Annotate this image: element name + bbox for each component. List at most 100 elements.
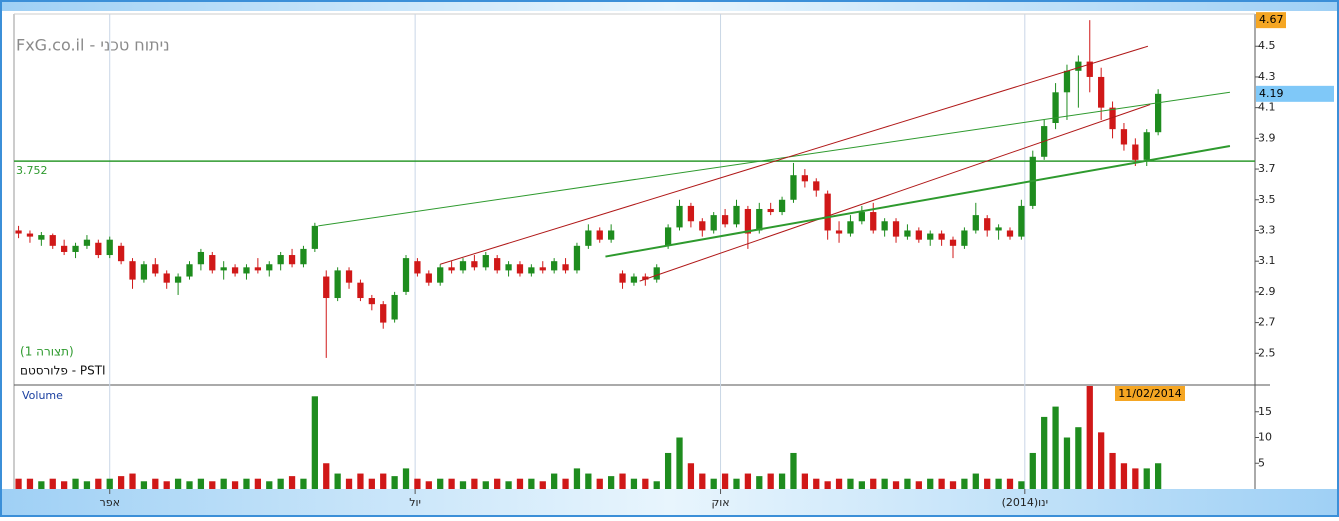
volume-bar <box>1052 406 1059 489</box>
volume-bar <box>585 473 592 489</box>
candle-body <box>1120 129 1128 145</box>
candle-body <box>505 264 512 271</box>
volume-bar <box>824 481 831 489</box>
volume-bar <box>402 468 410 489</box>
candle-body <box>471 261 478 268</box>
candle-body <box>573 245 581 271</box>
candle-body <box>1052 92 1059 124</box>
candle-body <box>835 230 843 234</box>
candle-body <box>448 267 455 271</box>
volume-bar <box>482 481 489 489</box>
volume-bar <box>494 478 501 489</box>
candle-body <box>699 221 706 231</box>
candle-body <box>562 264 569 271</box>
volume-bar <box>1006 478 1014 489</box>
candle-body <box>368 298 375 305</box>
bottom-bar <box>0 489 1339 517</box>
volume-bar <box>220 478 227 489</box>
candle-body <box>642 276 649 280</box>
candle-body <box>106 239 113 256</box>
candle-body <box>459 261 467 271</box>
y-tick-label: 3.5 <box>1258 193 1276 206</box>
candle-body <box>881 221 888 231</box>
volume-bar <box>664 452 672 489</box>
high-box <box>1256 12 1286 29</box>
y-tick-label: 3.3 <box>1258 223 1276 236</box>
candle-body <box>756 208 763 231</box>
candle-body <box>767 208 774 213</box>
candle-body <box>972 215 979 231</box>
volume-bar <box>334 473 341 489</box>
volume-bar <box>1075 427 1082 489</box>
candle-body <box>619 273 626 283</box>
volume-title: Volume <box>22 389 63 402</box>
volume-bar <box>26 478 34 489</box>
last-label: 4.19 <box>1259 87 1284 100</box>
candle-body <box>949 239 957 246</box>
volume-bar <box>163 481 170 489</box>
volume-bar <box>915 481 922 489</box>
volume-bar <box>152 478 159 489</box>
volume-bar <box>38 481 45 489</box>
y-tick-label: 3.1 <box>1258 254 1276 267</box>
candle-body <box>824 193 831 231</box>
volume-bar <box>608 476 615 489</box>
top-bar <box>0 0 1339 11</box>
y-tick-label: 4.3 <box>1258 70 1276 83</box>
candle-body <box>596 230 603 240</box>
volume-bar <box>528 478 535 489</box>
candle-body <box>1006 230 1014 237</box>
volume-bar <box>425 481 432 489</box>
volume-bar <box>83 481 91 489</box>
volume-bar <box>357 473 364 489</box>
y-tick-label: 3.9 <box>1258 131 1276 144</box>
y-tick-label: 15 <box>1258 405 1272 418</box>
candle-body <box>1063 70 1071 93</box>
candle-body <box>585 230 592 246</box>
volume-bar <box>995 478 1002 489</box>
candle-body <box>117 245 125 262</box>
candle-body <box>733 205 740 225</box>
volume-bar <box>448 478 455 489</box>
y-tick-label: 2.9 <box>1258 285 1276 298</box>
candle-body <box>402 258 410 292</box>
candle-body <box>676 205 683 228</box>
candle-body <box>140 264 148 280</box>
volume-bar <box>209 481 216 489</box>
candle-body <box>95 242 102 256</box>
volume-bar <box>300 478 307 489</box>
volume-bar <box>311 396 318 489</box>
candle-body <box>357 282 364 299</box>
candle-body <box>334 270 341 299</box>
volume-bar <box>710 478 717 489</box>
chart-title: FxG.co.il - ניתוח טכני <box>16 36 170 55</box>
candle-body <box>870 212 877 231</box>
volume-bar <box>243 478 250 489</box>
candle-body <box>414 261 421 274</box>
volume-bar <box>539 481 546 489</box>
volume-bar <box>881 478 888 489</box>
candle-body <box>778 199 786 213</box>
y-tick-label: 2.7 <box>1258 316 1276 329</box>
trend-line <box>639 104 1151 282</box>
volume-bar <box>927 478 934 489</box>
volume-bar <box>1155 463 1162 489</box>
candle-body <box>892 221 900 237</box>
candle-body <box>664 227 672 246</box>
symbol: פלורסטם - PSTI <box>20 364 106 378</box>
candle-body <box>801 175 809 182</box>
volume-bar <box>813 478 820 489</box>
x-tick-label: אוק <box>711 496 729 509</box>
x-tick-label: אפר <box>100 496 120 509</box>
volume-bar <box>1109 452 1116 489</box>
candle-body <box>254 267 262 271</box>
volume-bar <box>756 476 763 489</box>
volume-bar <box>949 481 957 489</box>
candle-body <box>380 304 387 323</box>
candle-body <box>266 264 273 271</box>
volume-bar <box>938 478 945 489</box>
candle-body <box>1086 61 1093 77</box>
volume-bar <box>1041 416 1048 489</box>
candle-body <box>1155 93 1162 133</box>
candle-body <box>288 255 296 265</box>
